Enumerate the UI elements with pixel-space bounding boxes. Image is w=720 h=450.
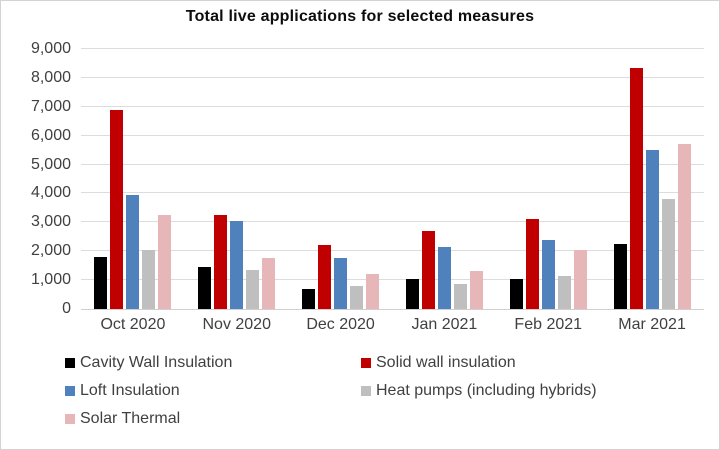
gridline	[81, 279, 704, 281]
bar	[214, 215, 228, 309]
x-axis-category-label: Jan 2021	[411, 316, 478, 333]
bar	[405, 278, 419, 309]
bar	[142, 249, 156, 309]
y-axis-tick-label: 0	[62, 300, 71, 317]
bar	[469, 271, 483, 309]
legend-item: Heat pumps (including hybrids)	[361, 381, 597, 401]
legend-swatch	[65, 414, 75, 424]
bar	[110, 109, 124, 309]
bar	[158, 215, 172, 309]
bar	[230, 220, 244, 309]
legend-label: Heat pumps (including hybrids)	[376, 382, 597, 399]
bar-group	[185, 49, 289, 309]
gridline	[81, 221, 704, 223]
y-axis-tick-label: 6,000	[30, 126, 71, 144]
gridline	[81, 134, 704, 136]
legend-item: Loft Insulation	[65, 381, 361, 401]
bar	[525, 219, 539, 309]
gridline	[81, 105, 704, 107]
legend-swatch	[361, 358, 371, 368]
bar	[541, 239, 555, 309]
x-axis-category-label: Feb 2021	[514, 316, 583, 333]
bar	[661, 199, 675, 309]
y-axis: 0 1,000 2,000 3,000 4,000 5,000 6,000 7,000 8,00…	[1, 40, 71, 317]
bar-group	[496, 49, 600, 309]
y-axis-tick-label: 4,000	[30, 184, 71, 202]
bar	[126, 194, 140, 309]
plot-area	[81, 48, 704, 310]
x-axis-category-label: Oct 2020	[100, 316, 166, 333]
y-axis-tick-label: 9,000	[30, 40, 71, 57]
x-axis-category-label: Mar 2021	[618, 316, 686, 333]
bar	[318, 245, 332, 309]
bar	[453, 284, 467, 309]
chart-title: Total live applications for selected mea…	[185, 8, 535, 25]
bar	[677, 144, 691, 309]
bar	[421, 231, 435, 309]
gridline	[81, 163, 704, 165]
bar	[350, 285, 364, 309]
x-axis-category-label: Dec 2020	[306, 316, 375, 333]
bar	[613, 244, 627, 309]
y-axis-tick-label: 3,000	[30, 213, 71, 231]
x-axis: Oct 2020 Nov 2020 Dec 2020 Jan 2021 Feb 2021…	[81, 316, 704, 334]
bar	[629, 67, 643, 309]
legend-swatch	[65, 386, 75, 396]
legend-label: Solid wall insulation	[376, 354, 516, 371]
legend-label: Loft Insulation	[80, 382, 180, 399]
y-axis-tick-label: 7,000	[30, 97, 71, 115]
gridline	[81, 48, 704, 49]
bar	[302, 288, 316, 309]
bar	[509, 278, 523, 309]
legend-swatch	[65, 358, 75, 368]
bar	[262, 258, 276, 309]
legend-label: Solar Thermal	[80, 410, 181, 427]
bar-group	[81, 49, 185, 309]
gridline	[81, 250, 704, 252]
x-axis-category-label: Nov 2020	[202, 316, 271, 333]
legend: Cavity Wall Insulation Solid wall insulat…	[65, 353, 597, 429]
bar	[557, 275, 571, 309]
bar	[94, 257, 108, 309]
y-axis-tick-label: 2,000	[30, 242, 71, 260]
legend-swatch	[361, 386, 371, 396]
bar	[437, 246, 451, 309]
legend-label: Cavity Wall Insulation	[80, 354, 233, 371]
legend-item: Cavity Wall Insulation	[65, 353, 361, 373]
bar-group	[392, 49, 496, 309]
gridline	[81, 192, 704, 194]
bar	[198, 267, 212, 309]
bar	[366, 274, 380, 309]
bar-group	[289, 49, 393, 309]
bar-group	[600, 49, 704, 309]
y-axis-tick-label: 5,000	[30, 155, 71, 173]
y-axis-tick-label: 8,000	[30, 68, 71, 86]
bar	[246, 270, 260, 309]
legend-item: Solar Thermal	[65, 409, 361, 429]
y-axis-tick-label: 1,000	[30, 271, 71, 289]
bar	[334, 258, 348, 309]
bar	[573, 249, 587, 309]
legend-item: Solid wall insulation	[361, 353, 597, 373]
gridline	[81, 76, 704, 78]
bar	[645, 150, 659, 309]
